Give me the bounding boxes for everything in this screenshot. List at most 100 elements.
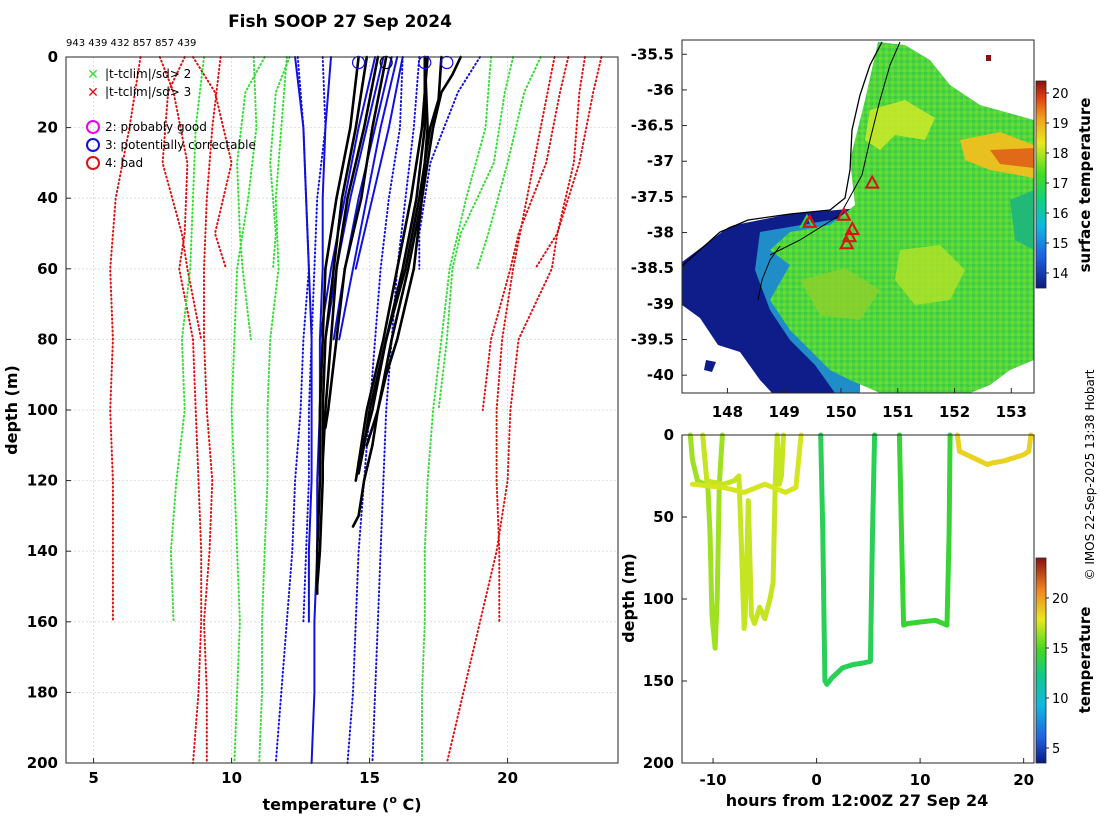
- profile-climatology-a: [294, 56, 313, 623]
- x-label-superscript: o: [389, 793, 397, 806]
- map-station-marker: [838, 235, 855, 250]
- legend-entry-label: 3: potentially correctable: [105, 138, 256, 152]
- temp-colorbar-label: temperature: [1076, 607, 1094, 714]
- time-y-tick-label: 100: [643, 590, 674, 608]
- track-dive-4: [818, 432, 878, 687]
- map-eddy-yellow: [865, 100, 935, 150]
- x-tick-label: 5: [88, 769, 98, 787]
- time-y-tick-label: 200: [643, 754, 674, 772]
- x-label-end: C): [397, 795, 422, 814]
- map-y-tick-label: -37.5: [631, 188, 674, 206]
- map-colorbar-tick-label: 18: [1052, 147, 1069, 162]
- map-colorbar-label: surface temperature: [1076, 98, 1094, 273]
- y-tick-label: 200: [27, 754, 58, 772]
- map-warm-core-center: [990, 148, 1034, 168]
- temp-colorbar-tick-label: 5: [1052, 742, 1060, 757]
- profile-red-sd3-left-a: [109, 56, 142, 623]
- time-x-tick-label: -10: [700, 771, 727, 789]
- profile-cast-4: [324, 55, 388, 430]
- time-y-tick-label: 150: [643, 672, 674, 690]
- map-plot: 148 149 150 151 152 153 -35.5 -36 -36.5 -37 -37.5 -…: [631, 39, 1094, 421]
- track-dive-2: [700, 432, 786, 631]
- time-y-tick-label: 50: [653, 508, 674, 526]
- map-land-mainland: [682, 40, 878, 262]
- y-tick-label: 100: [27, 401, 58, 419]
- temp-colorbar-tick-label: 20: [1052, 592, 1069, 607]
- profile-green-sd2-left-b: [236, 56, 266, 341]
- y-tick-label: 60: [37, 260, 58, 278]
- map-island: [704, 360, 716, 372]
- profile-green-sd2-left-d: [269, 56, 291, 270]
- map-y-tick-label: -39.5: [631, 331, 674, 349]
- profile-red-sd3-left-d: [192, 56, 233, 270]
- legend-entry-label: 4: bad: [105, 156, 143, 170]
- x-label-main: temperature (: [262, 795, 389, 814]
- time-x-tick-label: 0: [811, 771, 821, 789]
- map-land-patch: [940, 40, 960, 60]
- map-colorbar-tick-label: 19: [1052, 117, 1069, 132]
- cast-id-list: 943 439 432 857 857 439: [66, 38, 196, 49]
- map-station-marker: [802, 213, 818, 228]
- profile-green-sd2-left-a: [169, 56, 205, 623]
- x-tick-label: 15: [359, 769, 380, 787]
- map-coastline: [682, 41, 883, 267]
- profile-y-axis-label: depth (m): [2, 365, 21, 455]
- profile-green-sd2-right-c: [476, 56, 542, 270]
- map-ticks: 148 149 150 151 152 153 -35.5 -36 -36.5 -37 -37.5 -…: [631, 45, 1027, 421]
- map-shelf-water: [800, 268, 880, 320]
- map-x-tick-label: 153: [996, 403, 1027, 421]
- profile-red-sd3-right-c: [445, 56, 586, 764]
- y-tick-label: 140: [27, 542, 58, 560]
- legend-magenta-circle-icon: [86, 120, 100, 134]
- profile-red-sd3-mid-a: [203, 56, 222, 764]
- profile-climatology-d: [324, 56, 385, 341]
- legend-entry-label: 2: probably good: [105, 120, 207, 134]
- y-tick-label: 160: [27, 613, 58, 631]
- legend-red-x-icon: ✕: [87, 85, 99, 101]
- x-tick-label: 20: [497, 769, 518, 787]
- temp-colorbar-tick-label: 10: [1052, 692, 1069, 707]
- legend-blue-circle-icon: [86, 138, 100, 152]
- map-colorbar-tick-label: 14: [1052, 267, 1069, 282]
- profile-x-axis-label: temperature (o C): [262, 793, 421, 814]
- y-tick-label: 0: [48, 48, 58, 66]
- time-depth-plot-area: [682, 435, 1034, 763]
- x-tick-label: 10: [221, 769, 242, 787]
- time-y-tick-label: 0: [664, 426, 674, 444]
- profile-cast-1: [315, 55, 360, 595]
- map-colorbar-tick-label: 16: [1052, 207, 1069, 222]
- map-ship-track: [769, 41, 901, 256]
- map-land-tasmania: [682, 305, 772, 393]
- map-y-tick-label: -39: [647, 295, 674, 313]
- y-tick-label: 120: [27, 472, 58, 490]
- map-hot-pixel: [986, 55, 991, 61]
- y-tick-label: 80: [37, 330, 58, 348]
- map-station-layer: [799, 174, 880, 250]
- profile-cast-2: [315, 55, 369, 588]
- y-tick-label: 20: [37, 119, 58, 137]
- map-x-tick-label: 150: [825, 403, 856, 421]
- y-tick-label: 180: [27, 683, 58, 701]
- map-colorbar: [1035, 80, 1047, 289]
- profile-red-sd3-right-d: [534, 56, 603, 270]
- map-y-tick-label: -36.5: [631, 117, 674, 135]
- figure-title: Fish SOOP 27 Sep 2024: [228, 12, 452, 32]
- legend-green-x-icon: ✕: [87, 67, 99, 83]
- track-dive-1: [687, 432, 725, 651]
- track-dive-6: [954, 432, 1034, 467]
- profile-green-sd2-right-b: [437, 56, 515, 411]
- legend-entry-label: |t-tclim|/sd> 3: [105, 85, 191, 99]
- map-colorbar-ticks: 14 15 16 17 18 19 20: [1046, 87, 1069, 282]
- profile-cast-8: [357, 55, 443, 465]
- map-colorbar-tick-label: 15: [1052, 237, 1069, 252]
- map-y-tick-label: -35.5: [631, 45, 674, 63]
- legend-red-circle-icon: [86, 156, 100, 170]
- time-depth-x-axis-label: hours from 12:00Z 27 Sep 24: [726, 791, 988, 810]
- map-y-tick-label: -38: [647, 224, 674, 242]
- map-station-marker: [836, 206, 852, 221]
- map-colorbar-tick-label: 17: [1052, 177, 1069, 192]
- time-depth-y-axis-label: depth (m): [619, 553, 638, 643]
